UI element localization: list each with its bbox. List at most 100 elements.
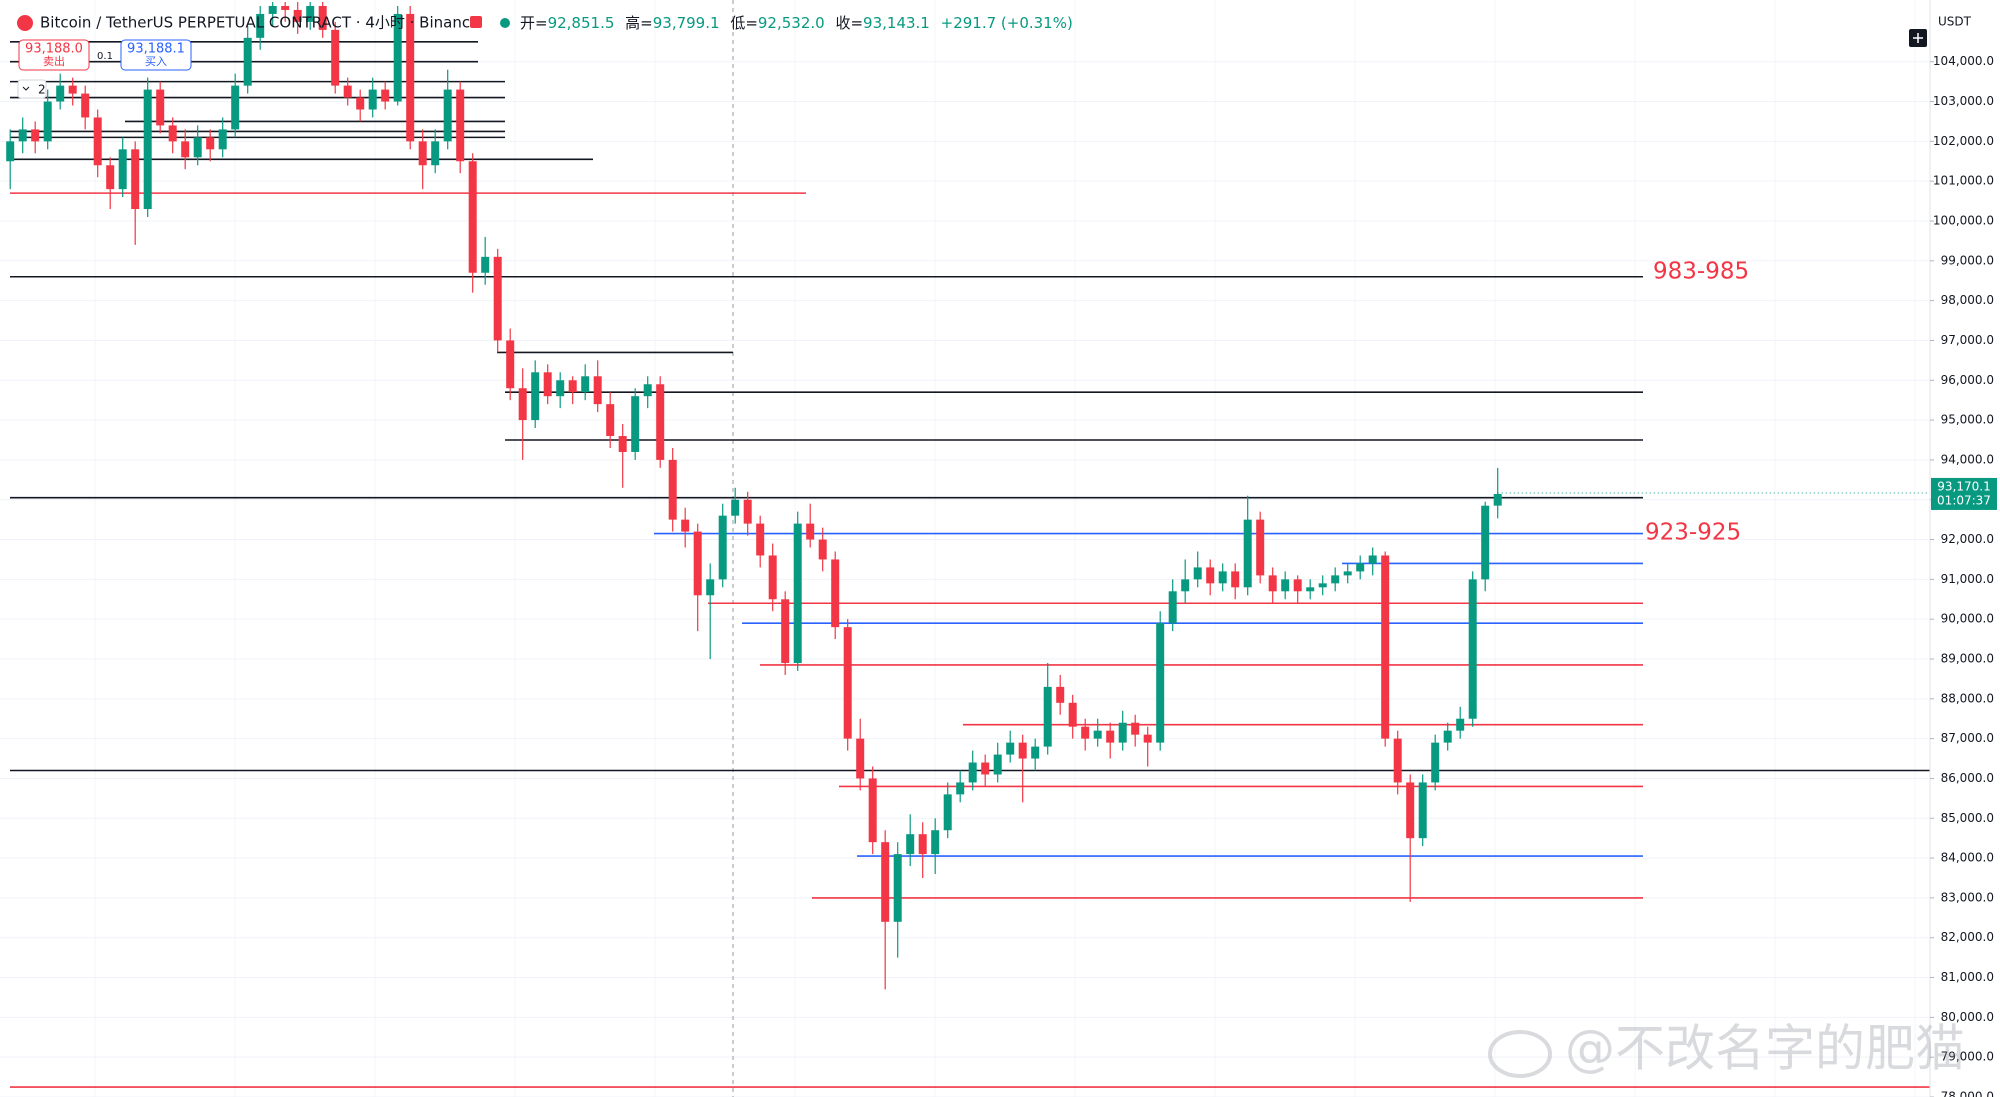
candle-body	[931, 830, 940, 855]
candle-body	[793, 523, 802, 663]
y-tick-label: 104,000.0	[1933, 54, 1994, 68]
candle-body	[506, 340, 515, 389]
candle-body	[1018, 742, 1027, 759]
candle-body	[156, 89, 165, 126]
annotation: 983-985	[1653, 259, 1749, 285]
ohlc-value: 93,143.1	[863, 14, 930, 32]
candle-body	[293, 9, 302, 22]
candle-body	[668, 459, 677, 520]
candle-body	[331, 29, 340, 86]
overlay: 983-985 923-925	[1497, 259, 1930, 546]
candle-body	[431, 141, 440, 166]
sell-button[interactable]	[18, 39, 90, 71]
candle-body	[456, 89, 465, 162]
candle-body	[1443, 730, 1452, 743]
last-price-box	[1931, 477, 1997, 510]
grid	[0, 0, 1930, 1097]
y-tick-label: 100,000.0	[1933, 213, 1994, 227]
candle-body	[1056, 686, 1065, 703]
y-tick-label: 91,000.0	[1941, 572, 1994, 586]
y-tick-label: 85,000.0	[1941, 811, 1994, 825]
candle-body	[1331, 575, 1340, 584]
candle-body	[243, 37, 252, 86]
plus-icon	[1913, 33, 1923, 43]
candle-body	[606, 404, 615, 437]
y-tick-label: 83,000.0	[1941, 890, 1994, 904]
layout-toggle[interactable]	[17, 79, 47, 99]
status-dot	[500, 18, 510, 28]
candle-body	[743, 499, 752, 524]
candle-body	[1456, 718, 1465, 731]
chevron	[22, 86, 30, 91]
y-tick-label: 88,000.0	[1941, 691, 1994, 705]
candle-body	[581, 376, 590, 393]
layout-count: 2	[38, 83, 46, 97]
candle-body	[1468, 579, 1477, 719]
candle-body	[6, 141, 15, 162]
candle-body	[1093, 730, 1102, 739]
candle-body	[1406, 782, 1415, 839]
candle-body	[1293, 579, 1302, 592]
candle-body	[1268, 575, 1277, 592]
candle-body	[518, 388, 527, 421]
annotation: 923-925	[1645, 520, 1741, 546]
weibo-logo	[1488, 1030, 1552, 1078]
candle-body	[1193, 567, 1202, 580]
candle-body	[218, 129, 227, 150]
candle-body	[731, 499, 740, 516]
ohlc-value: 92,532.0	[758, 14, 825, 32]
candle-body	[406, 13, 415, 142]
candle-body	[81, 93, 90, 118]
candle-body	[206, 137, 215, 150]
y-tick-label: 101,000.0	[1933, 174, 1994, 188]
buy-button[interactable]	[120, 39, 192, 71]
ohlc-value: 93,799.1	[653, 14, 720, 32]
buy-label: 买入	[145, 55, 167, 68]
quantity[interactable]: 0.1	[97, 51, 113, 62]
symbol-title: Bitcoin / TetherUS PERPETUAL CONTRACT · …	[40, 14, 479, 32]
candle-body	[143, 89, 152, 210]
y-tick-label: 89,000.0	[1941, 651, 1994, 665]
watermark-text: @不改名字的肥猫	[1565, 1020, 1965, 1078]
last-price-label: 93,170.1	[1937, 479, 1990, 493]
candle-body	[93, 117, 102, 166]
candle-body	[68, 85, 77, 94]
candle-body	[1206, 567, 1215, 584]
candle-body	[1131, 722, 1140, 735]
candle-body	[56, 85, 65, 102]
y-tick-label: 92,000.0	[1941, 532, 1994, 546]
y-tick-label: 79,000.0	[1941, 1050, 1994, 1064]
candle-body	[556, 380, 565, 397]
y-tick-label: 90,000.0	[1941, 612, 1994, 626]
axis-unit[interactable]: USDT	[1938, 15, 1972, 29]
trade-panel: 93,188.0 卖出 0.1 93,188.1 买入 2	[17, 39, 192, 99]
candle-body	[1181, 579, 1190, 592]
candle-body	[193, 137, 202, 158]
flag-icon[interactable]	[470, 16, 482, 28]
candle-body	[781, 599, 790, 663]
candle-body	[1143, 734, 1152, 743]
ohlc-key: 低=	[730, 14, 758, 32]
y-tick-label: 84,000.0	[1941, 851, 1994, 865]
y-tick-label: 94,000.0	[1941, 452, 1994, 466]
y-tick-label: 82,000.0	[1941, 930, 1994, 944]
candle-body	[768, 555, 777, 600]
price-axis-bg	[1930, 0, 2000, 1097]
candle-body	[306, 5, 315, 22]
candle-body	[418, 141, 427, 166]
candle-body	[706, 579, 715, 596]
ohlc-key: 高=	[625, 14, 653, 32]
candle-body	[1118, 722, 1127, 743]
candle-body	[43, 101, 52, 142]
candles	[6, 1, 1502, 990]
candle-body	[268, 5, 277, 14]
candle-body	[131, 149, 140, 210]
candle-body	[318, 5, 327, 30]
header: Bitcoin / TetherUS PERPETUAL CONTRACT · …	[17, 14, 1073, 32]
price-axis: USDT	[1909, 0, 2000, 1097]
candle-body	[818, 539, 827, 560]
price-tag: 93,170.101:07:37	[1931, 477, 1997, 510]
